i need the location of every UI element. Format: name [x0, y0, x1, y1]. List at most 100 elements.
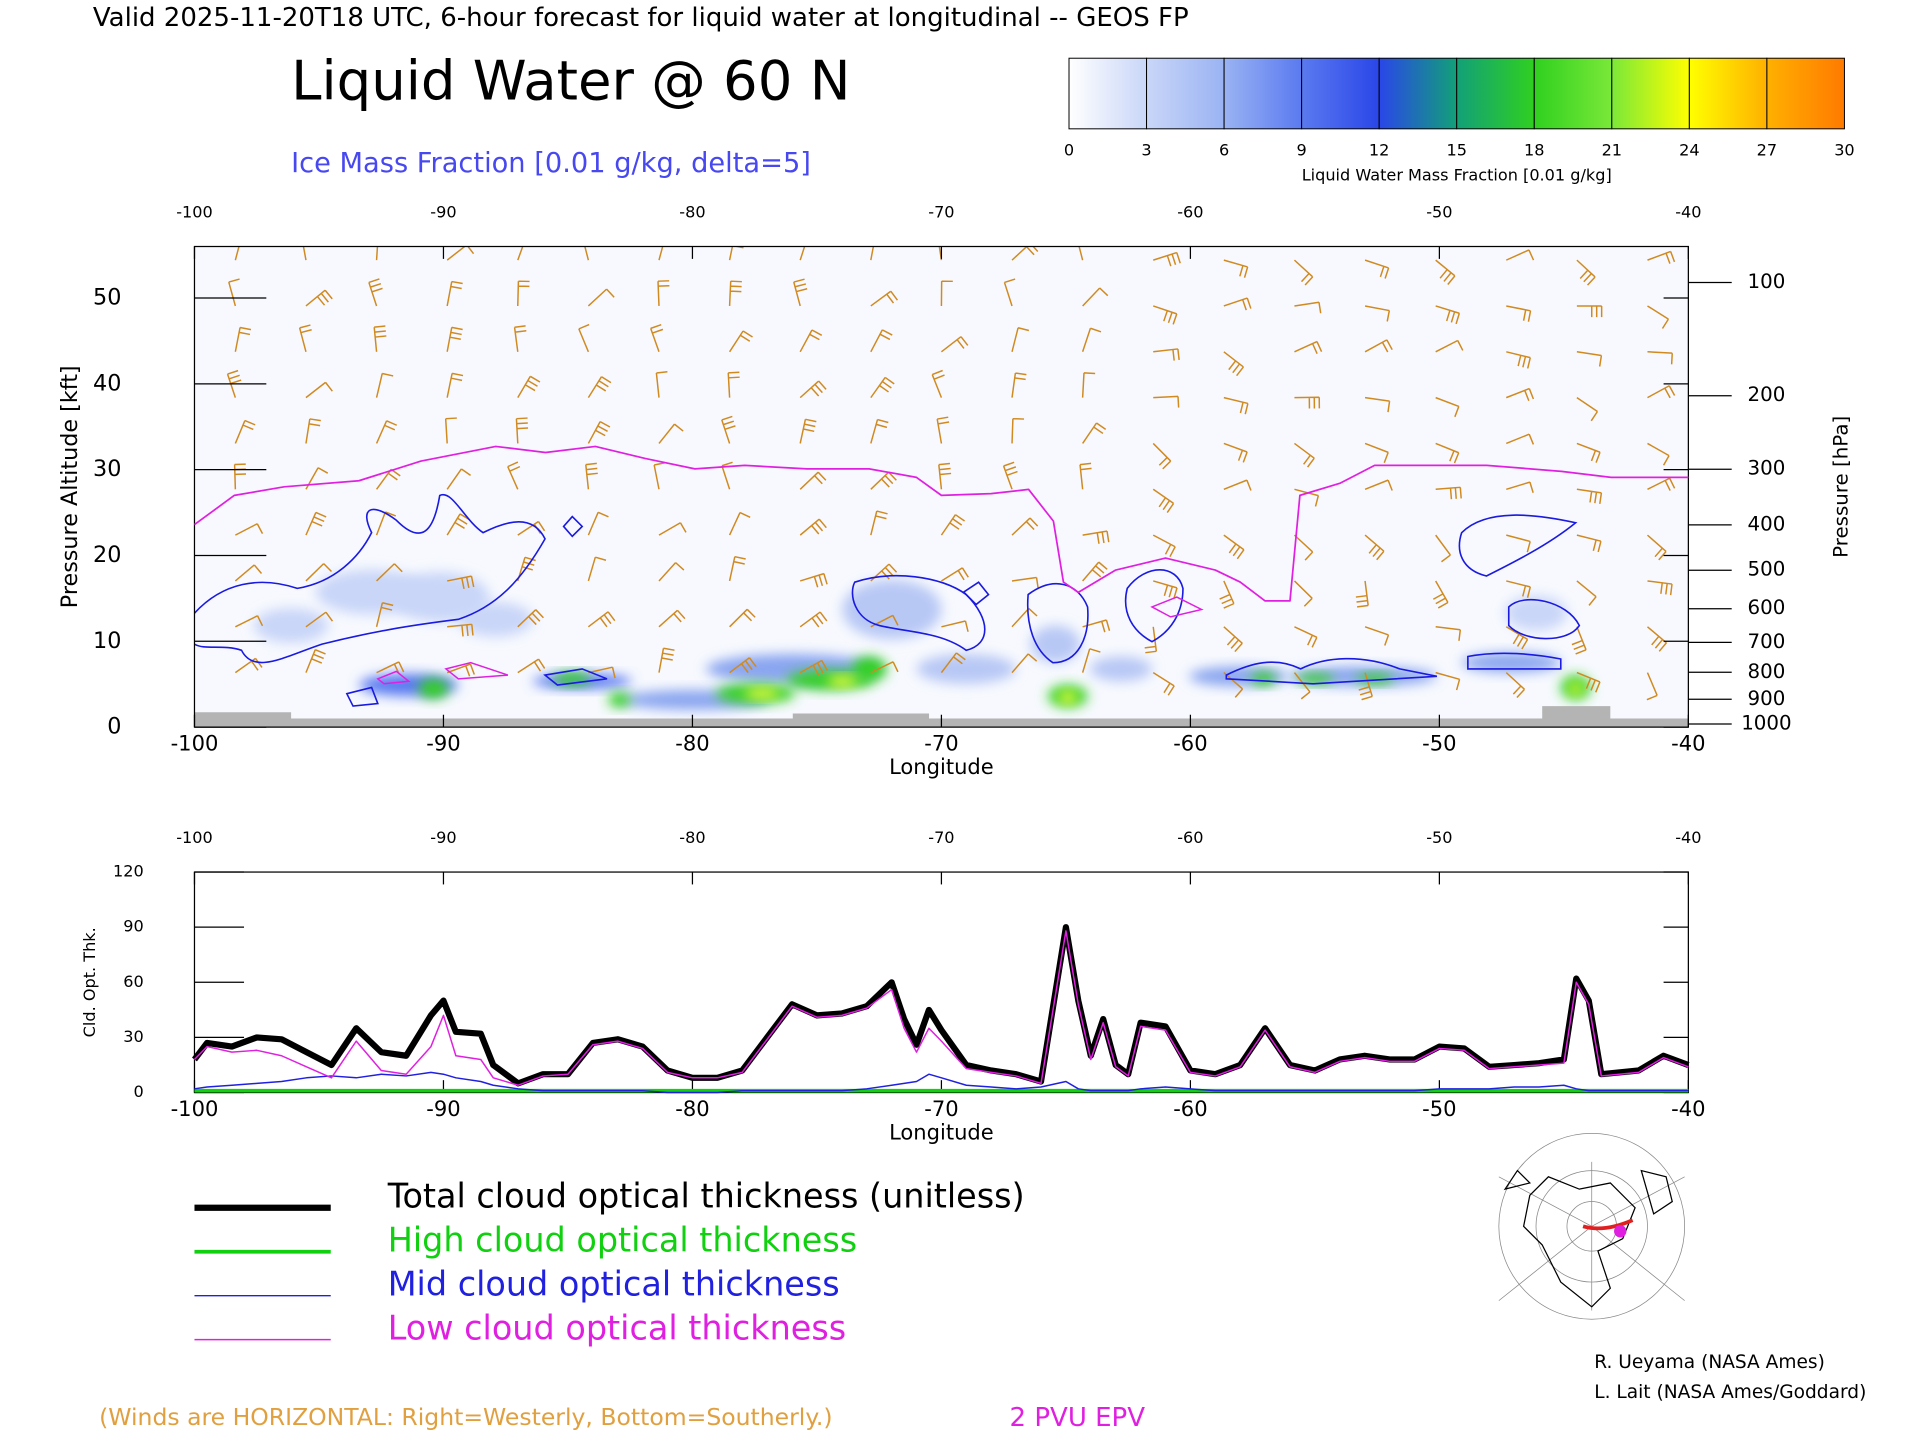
wind-barb — [1223, 626, 1243, 653]
wind-barb — [870, 563, 898, 582]
wind-barb — [1435, 305, 1461, 325]
wind-barb — [305, 611, 334, 628]
wind-barb — [517, 375, 541, 399]
colorbar-tick-label: 30 — [1834, 141, 1854, 160]
wind-barb — [1152, 671, 1175, 696]
wind-barb — [1505, 387, 1535, 401]
wind-barb — [584, 246, 590, 261]
wind-barb — [1081, 327, 1102, 353]
x-tick-label: -80 — [675, 1096, 709, 1121]
wind-barb — [1647, 442, 1670, 466]
wind-barb — [1505, 433, 1535, 445]
wind-barb — [1364, 479, 1393, 491]
wind-barb — [931, 369, 945, 398]
x-tick-label: -80 — [675, 730, 709, 755]
wind-barb — [446, 468, 472, 490]
x-tick-label: -50 — [1422, 1096, 1456, 1121]
page-title: Valid 2025-11-20T18 UTC, 6-hour forecast… — [93, 3, 1189, 33]
wind-barb — [235, 523, 264, 536]
credit: R. Ueyama (NASA Ames) — [1594, 1352, 1825, 1373]
legend-label: Low cloud optical thickness — [388, 1308, 846, 1347]
cloud-blob — [852, 656, 887, 682]
wind-barb — [587, 511, 609, 536]
wind-barb — [226, 369, 242, 398]
wind-barb — [1364, 339, 1393, 353]
y2-tick-label: 800 — [1748, 660, 1786, 683]
wind-barb — [446, 372, 464, 398]
wind-barb — [658, 609, 686, 628]
wind-barb — [1153, 348, 1180, 361]
colorbar-tick-label: 6 — [1219, 141, 1229, 160]
y-axis-label: Pressure Altitude [kft] — [57, 365, 83, 608]
x-tick-label-top: -40 — [1675, 828, 1701, 847]
wind-barb — [517, 556, 536, 582]
wind-barb — [1294, 488, 1320, 507]
wind-barb — [1082, 422, 1107, 444]
wind-barb — [1506, 481, 1534, 493]
wind-barb — [728, 330, 753, 353]
y-tick-label: 50 — [93, 284, 121, 310]
colorbar-segment — [1146, 57, 1225, 130]
wind-barb — [1571, 626, 1587, 655]
wind-barb — [1355, 580, 1369, 608]
wind-barb — [1153, 251, 1181, 267]
wind-barb — [799, 572, 828, 588]
colorbar-segment — [1611, 57, 1690, 130]
wind-barb — [799, 611, 828, 628]
wind-barb — [649, 323, 664, 353]
chart-title: Liquid Water @ 60 N — [291, 48, 850, 112]
wind-barb — [1223, 396, 1249, 415]
x-tick-label-top: -50 — [1426, 203, 1452, 222]
x-tick-label: -50 — [1422, 730, 1456, 755]
x-tick-label: -70 — [924, 730, 958, 755]
wind-barb — [870, 614, 899, 628]
wind-barb — [1576, 488, 1603, 505]
wind-barb — [375, 246, 379, 261]
wind-barb — [1223, 479, 1252, 491]
cloud-blob — [1569, 682, 1582, 695]
wind-barb — [1435, 671, 1461, 691]
series-line — [194, 1071, 1689, 1094]
x-tick-label-top: -90 — [430, 828, 456, 847]
legend-label: 2 PVU EPV — [1010, 1403, 1146, 1433]
wind-barb — [376, 563, 403, 582]
wind-barb — [587, 288, 615, 307]
wind-barb — [940, 514, 966, 536]
wind-barb — [1079, 462, 1092, 490]
credit: L. Lait (NASA Ames/Goddard) — [1594, 1382, 1866, 1403]
wind-barb — [870, 376, 895, 399]
wind-barb — [1219, 580, 1235, 609]
y-tick-label: 10 — [93, 628, 121, 654]
wind-barb — [305, 649, 326, 673]
wind-barb — [870, 661, 899, 674]
wind-barb — [1364, 396, 1391, 413]
wind-barb — [1152, 534, 1176, 558]
wind-barb — [1435, 442, 1460, 464]
wind-barb — [1294, 442, 1315, 468]
wind-barb — [1152, 442, 1172, 470]
wind-barb — [446, 663, 475, 677]
wind-barb — [444, 417, 457, 444]
wind-barb — [1647, 351, 1674, 365]
wind-barb — [305, 418, 321, 444]
wind-barb — [587, 611, 616, 628]
wind-barb — [940, 336, 969, 353]
colorbar-tick-label: 18 — [1524, 141, 1544, 160]
y-tick-label: 120 — [113, 862, 144, 881]
y2-tick-label: 100 — [1748, 270, 1786, 293]
wind-barb — [517, 658, 546, 674]
cloud-blob — [1059, 691, 1077, 704]
wind-barb — [517, 280, 530, 306]
wind-barb — [729, 657, 757, 674]
wind-barb — [234, 564, 263, 582]
cloud-blob — [1461, 652, 1561, 673]
wind-barb — [446, 326, 463, 352]
x-tick-label: -90 — [426, 730, 460, 755]
wind-barb — [517, 609, 544, 628]
wind-barb — [1082, 561, 1108, 582]
wind-barb — [1081, 648, 1101, 673]
wind-barb — [447, 575, 475, 590]
cloud-blob — [1090, 656, 1152, 682]
wind-barb — [799, 518, 827, 536]
